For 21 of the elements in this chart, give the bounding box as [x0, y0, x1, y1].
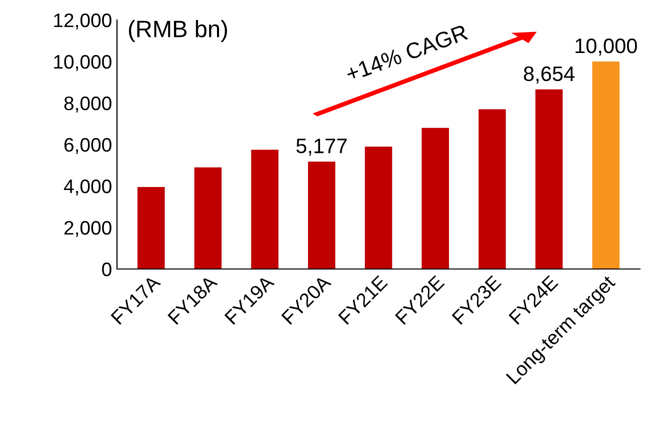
y-tick-label: 12,000 [54, 13, 112, 30]
bar [364, 146, 392, 269]
bar [535, 89, 563, 269]
data-label: 5,177 [296, 138, 347, 156]
bar [592, 62, 620, 269]
bar [422, 128, 449, 269]
y-tick-label: 4,000 [64, 179, 112, 196]
y-axis-title: (RMB bn) [128, 20, 228, 42]
y-tick-label: 2,000 [64, 220, 112, 238]
bar [478, 109, 506, 269]
data-label: 8,654 [524, 66, 575, 84]
bar [137, 187, 165, 269]
y-tick-label: 10,000 [54, 54, 112, 72]
y-tick-label: 0 [102, 262, 112, 276]
bar [308, 162, 336, 269]
bar [251, 150, 278, 269]
bar [194, 167, 222, 269]
data-label: 10,000 [576, 38, 637, 56]
y-tick-label: 8,000 [64, 96, 112, 113]
annotation: +14% CAGR [344, 24, 468, 82]
y-tick-label: 6,000 [64, 138, 112, 154]
